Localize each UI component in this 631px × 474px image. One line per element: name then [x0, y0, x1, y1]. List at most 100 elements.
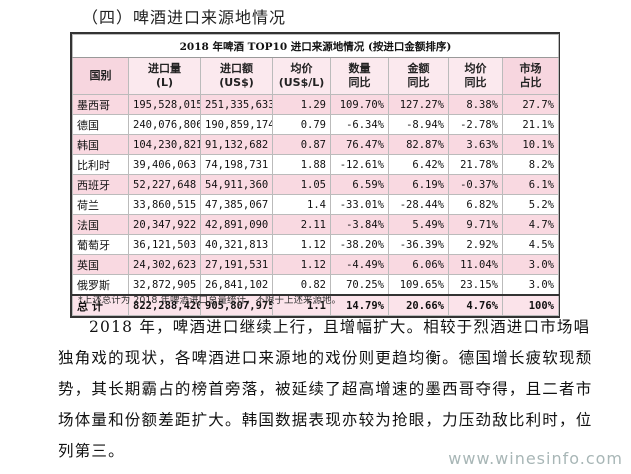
total-row: 总 计 822,288,420 905,807,975 1.1 14.79% 20.66%… [72, 294, 559, 316]
paragraph-text: 2018 年，啤酒进口继续上行，且增幅扩大。相较于烈酒进口市场唱独角戏的现状，各… [58, 318, 593, 460]
column-header-line2: (US$) [219, 76, 254, 89]
volume-cell: 24,302,623 [128, 254, 201, 275]
volume-yoy-cell: -33.01% [330, 194, 389, 215]
column-header-line1: 进口额 [220, 62, 253, 75]
price-cell: 1.05 [272, 174, 331, 195]
volume-yoy-cell: 70.25% [330, 274, 389, 296]
column-header-line2: 同比 [348, 76, 371, 89]
table-row: 法国 20,347,922 42,891,090 2.11 -3.84% 5.49% 9.7… [72, 214, 559, 235]
volume-yoy-cell: -12.61% [330, 154, 389, 175]
price-cell: 1.88 [272, 154, 331, 175]
total-volume-cell: 822,288,420 [128, 294, 201, 316]
share-cell: 4.7% [502, 214, 559, 235]
amount-cell: 251,335,633 [200, 94, 273, 115]
amount-cell: 54,911,360 [200, 174, 273, 195]
share-cell: 27.7% [502, 94, 559, 115]
amount-yoy-cell: 6.19% [388, 174, 449, 195]
price-cell: 1.29 [272, 94, 331, 115]
price-yoy-cell: 23.15% [448, 274, 503, 296]
share-cell: 8.2% [502, 154, 559, 175]
share-cell: 3.0% [502, 254, 559, 275]
country-cell: 比利时 [72, 154, 129, 175]
price-cell: 1.12 [272, 254, 331, 275]
total-share-cell: 100% [502, 294, 559, 316]
price-yoy-cell: 11.04% [448, 254, 503, 275]
price-yoy-cell: -0.37% [448, 174, 503, 195]
country-cell: 荷兰 [72, 194, 129, 215]
volume-yoy-cell: -4.49% [330, 254, 389, 275]
table-row: 韩国 104,230,821 91,132,682 0.87 76.47% 82.87% 3… [72, 134, 559, 155]
share-cell: 10.1% [502, 134, 559, 155]
volume-cell: 52,227,648 [128, 174, 201, 195]
table-row: 西班牙 52,227,648 54,911,360 1.05 6.59% 6.19% -0.… [72, 174, 559, 195]
column-header-line2: (L) [155, 76, 174, 89]
amount-yoy-cell: 6.42% [388, 154, 449, 175]
amount-cell: 40,321,813 [200, 234, 273, 255]
total-amount-yoy-cell: 20.66% [388, 294, 449, 316]
column-header: 均价 同比 [448, 57, 503, 95]
column-header-line2: (US$/L) [278, 76, 325, 89]
volume-yoy-cell: 76.47% [330, 134, 389, 155]
column-header: 数量 同比 [330, 57, 389, 95]
share-cell: 3.0% [502, 274, 559, 296]
amount-cell: 26,841,102 [200, 274, 273, 296]
column-header-line2: 同比 [407, 76, 430, 89]
share-cell: 6.1% [502, 174, 559, 195]
price-cell: 1.12 [272, 234, 331, 255]
price-yoy-cell: 3.63% [448, 134, 503, 155]
amount-yoy-cell: 6.06% [388, 254, 449, 275]
site-watermark: www.winesinfo.com [448, 449, 623, 468]
amount-yoy-cell: 5.49% [388, 214, 449, 235]
volume-yoy-cell: 109.70% [330, 94, 389, 115]
price-yoy-cell: 8.38% [448, 94, 503, 115]
body-paragraph: 2018 年，啤酒进口继续上行，且增幅扩大。相较于烈酒进口市场唱独角戏的现状，各… [58, 312, 603, 467]
volume-cell: 195,528,015 [128, 94, 201, 115]
column-header: 市场 占比 [502, 57, 559, 95]
volume-cell: 36,121,503 [128, 234, 201, 255]
price-cell: 1.4 [272, 194, 331, 215]
amount-cell: 42,891,090 [200, 214, 273, 235]
volume-yoy-cell: -6.34% [330, 114, 389, 135]
amount-cell: 47,385,067 [200, 194, 273, 215]
table-row: 荷兰 33,860,515 47,385,067 1.4 -33.01% -28.44% 6… [72, 194, 559, 215]
amount-yoy-cell: -8.94% [388, 114, 449, 135]
column-header-line1: 进口量 [148, 62, 181, 75]
column-header: 进口量 (L) [128, 57, 201, 95]
column-header-line1: 国别 [89, 69, 112, 82]
column-header-line1: 金额 [407, 62, 430, 75]
volume-yoy-cell: -38.20% [330, 234, 389, 255]
country-cell: 俄罗斯 [72, 274, 129, 296]
column-header-line2: 占比 [519, 76, 542, 89]
volume-cell: 39,406,063 [128, 154, 201, 175]
total-price-cell: 1.1 [272, 294, 331, 316]
column-header: 进口额 (US$) [200, 57, 273, 95]
country-cell: 英国 [72, 254, 129, 275]
column-header-line1: 均价 [464, 62, 487, 75]
table-row: 比利时 39,406,063 74,198,731 1.88 -12.61% 6.42% 2… [72, 154, 559, 175]
share-cell: 21.1% [502, 114, 559, 135]
share-cell: 4.5% [502, 234, 559, 255]
country-cell: 西班牙 [72, 174, 129, 195]
amount-yoy-cell: -28.44% [388, 194, 449, 215]
import-sources-table: 2018 年啤酒 TOP10 进口来源地情况 (按进口金额排序) 国别 进口量 (L… [70, 32, 560, 318]
volume-cell: 20,347,922 [128, 214, 201, 235]
section-heading: （四）啤酒进口来源地情况 [82, 8, 287, 27]
volume-yoy-cell: 6.59% [330, 174, 389, 195]
column-header-line1: 均价 [290, 62, 313, 75]
volume-yoy-cell: -3.84% [330, 214, 389, 235]
amount-cell: 91,132,682 [200, 134, 273, 155]
amount-cell: 190,859,174 [200, 114, 273, 135]
column-header-line1: 数量 [348, 62, 371, 75]
total-amount-cell: 905,807,975 [200, 294, 273, 316]
table-row: 墨西哥 195,528,015 251,335,633 1.29 109.70% 127.… [72, 94, 559, 115]
country-cell: 葡萄牙 [72, 234, 129, 255]
price-yoy-cell: 6.82% [448, 194, 503, 215]
country-cell: 韩国 [72, 134, 129, 155]
price-cell: 0.87 [272, 134, 331, 155]
amount-cell: 27,191,531 [200, 254, 273, 275]
table-row: 葡萄牙 36,121,503 40,321,813 1.12 -38.20% -36.39… [72, 234, 559, 255]
column-header: 国别 [72, 57, 129, 95]
volume-cell: 104,230,821 [128, 134, 201, 155]
table-row: 俄罗斯 32,872,905 26,841,102 0.82 70.25% 109.65%… [72, 274, 559, 296]
price-cell: 2.11 [272, 214, 331, 235]
